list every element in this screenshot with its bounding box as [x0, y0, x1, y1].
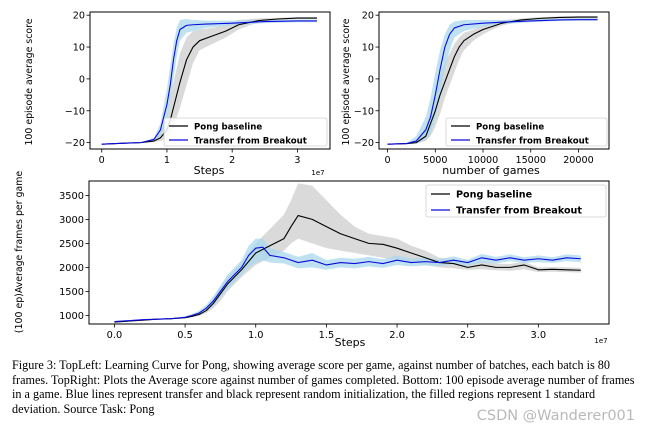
x-tick-label: 2.0 — [389, 330, 405, 341]
legend-label: Transfer from Breakout — [194, 136, 307, 146]
x-tick-label: 2.5 — [460, 330, 476, 341]
x-axis-label: number of games — [442, 164, 540, 177]
chart-panel-2: 0 5000 10000 15000 20000 −20 −10 0 10 20 number of… — [341, 11, 610, 177]
x-tick-label: 0 — [99, 155, 105, 166]
legend-label: Transfer from Breakout — [476, 136, 589, 146]
x-tick-label: 0.0 — [107, 330, 123, 341]
x-tick-label: 1.5 — [319, 330, 335, 341]
x-tick-label: 5000 — [423, 155, 447, 166]
x-tick-label: 3.0 — [531, 330, 547, 341]
y-tick-label: 20 — [362, 11, 374, 22]
legend-box — [163, 117, 328, 147]
y-axis-label: 100 episode average score — [341, 18, 352, 145]
series-line-baseline — [387, 16, 598, 145]
watermark: CSDN @Wanderer001 — [476, 408, 635, 424]
y-tick-label: 2500 — [59, 239, 84, 250]
y-axis-label: (100 ep)Average frames per game — [14, 171, 25, 333]
y-tick-label: 20 — [73, 11, 85, 22]
y-axis-label: 100 episode average score — [24, 18, 35, 145]
x-tick-label: 1 — [164, 155, 170, 166]
series-line-transfer — [114, 246, 581, 323]
plot-frame — [89, 11, 331, 150]
figure-caption: Figure 3: TopLeft: Learning Curve for Po… — [12, 358, 635, 416]
legend-label: Transfer from Breakout — [456, 205, 582, 216]
series-line-transfer — [387, 19, 598, 145]
y-tick-label: −20 — [354, 138, 374, 149]
x-tick-label: 20000 — [563, 155, 594, 166]
std-band-transfer — [114, 238, 581, 323]
std-band-baseline — [114, 183, 581, 323]
y-tick-label: 10 — [73, 43, 85, 54]
x-tick-label: 15000 — [515, 155, 546, 166]
y-tick-label: 10 — [362, 43, 374, 54]
x-tick-label: 0 — [385, 155, 391, 166]
legend-label: Pong baseline — [456, 189, 533, 200]
y-tick-label: −10 — [65, 106, 85, 117]
y-tick-label: 1500 — [59, 287, 84, 298]
series-line-transfer — [101, 20, 317, 145]
y-tick-label: 0 — [79, 74, 85, 85]
std-band-baseline — [101, 17, 317, 145]
legend-label: Pong baseline — [476, 122, 544, 132]
figure: 0 1 2 3 −20 −10 0 10 20 Steps 100 episode average … — [14, 11, 610, 349]
x-tick-label: 0.5 — [177, 330, 193, 341]
x-tick-label: 10000 — [468, 155, 499, 166]
x-offset-label: 1e7 — [311, 169, 324, 177]
y-tick-label: 2000 — [59, 263, 84, 274]
std-band-baseline — [387, 16, 598, 145]
chart-panel-3: 0.0 0.5 1.0 1.5 2.0 2.5 3.0 1000 1500 2000 2500 300… — [14, 171, 610, 349]
y-tick-label: −10 — [354, 106, 374, 117]
x-axis-label: Steps — [335, 336, 366, 349]
legend: Pong baseline Transfer from Breakout — [425, 184, 607, 218]
y-tick-label: 3000 — [59, 215, 84, 226]
y-tick-label: 1000 — [59, 311, 84, 322]
chart-panel-1: 0 1 2 3 −20 −10 0 10 20 Steps 100 episode average … — [24, 11, 331, 177]
y-tick-label: 0 — [368, 74, 374, 85]
series-line-baseline — [101, 17, 317, 145]
x-offset-label: 1e7 — [594, 337, 607, 345]
legend: Pong baseline Transfer from Breakout — [445, 117, 608, 147]
x-tick-label: 3 — [294, 155, 300, 166]
x-tick-label: 2 — [229, 155, 235, 166]
y-tick-label: −20 — [65, 138, 85, 149]
x-axis-label: Steps — [194, 164, 225, 177]
legend-box — [425, 184, 607, 218]
legend: Pong baseline Transfer from Breakout — [163, 117, 328, 147]
plot-frame — [88, 180, 610, 325]
plot-frame — [378, 11, 610, 150]
legend-label: Pong baseline — [194, 122, 262, 132]
x-tick-label: 1.0 — [248, 330, 264, 341]
legend-box — [445, 117, 608, 147]
series-line-baseline — [114, 215, 581, 323]
y-tick-label: 3500 — [59, 191, 84, 202]
